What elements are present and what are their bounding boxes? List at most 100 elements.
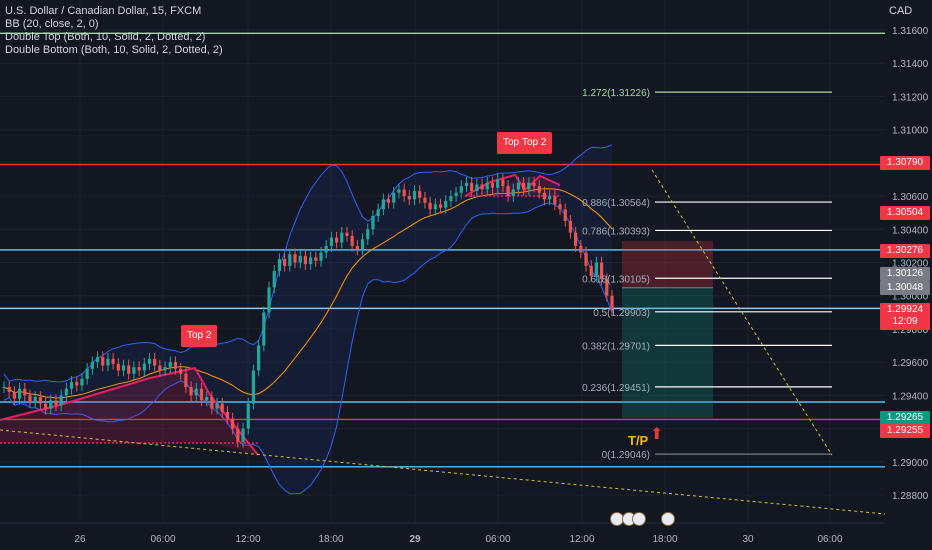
- candle-body: [548, 196, 552, 200]
- candle-body: [17, 388, 22, 399]
- candle-body: [231, 418, 235, 429]
- candle-body: [38, 397, 42, 404]
- candle-body: [85, 368, 89, 379]
- currency-label: CAD: [889, 5, 913, 17]
- candle-body: [163, 367, 167, 371]
- trend-lines[interactable]: [0, 169, 886, 515]
- candle-body: [121, 365, 126, 371]
- candle-body: [444, 201, 448, 208]
- double-bottom-legend[interactable]: Double Bottom (Both, 10, Solid, 2, Dotte…: [5, 44, 223, 56]
- bb-upper: [3, 144, 613, 383]
- symbol-title[interactable]: U.S. Dollar / Canadian Dollar, 15, FXCM: [5, 5, 202, 17]
- candle-body: [594, 262, 599, 276]
- horizontal-levels[interactable]: [0, 32, 885, 468]
- fib-label: 0.886(1.30564): [582, 198, 650, 209]
- candle-body: [579, 245, 583, 253]
- candle-body: [532, 182, 536, 187]
- candle-body: [95, 357, 100, 363]
- trend-line-diagonal: [651, 169, 833, 456]
- candle-body: [480, 184, 484, 190]
- candle-body: [127, 365, 131, 374]
- x-tick-label: 30: [742, 534, 754, 545]
- price-tag-red-line: 1.30790: [880, 156, 930, 170]
- position-tool[interactable]: [622, 240, 713, 418]
- candle-body: [475, 184, 479, 192]
- candle-body: [454, 192, 458, 197]
- candle-body: [111, 358, 115, 364]
- candle-body: [516, 182, 521, 190]
- bollinger-bands: [3, 144, 613, 495]
- time-axis[interactable]: 26 06:00 12:00 18:00 29 06:00 12:00 18:00 30 06:0…: [0, 522, 885, 545]
- candle-body: [277, 259, 282, 271]
- candle-body: [334, 237, 339, 243]
- current-price-tag: 1.29924 12:09: [880, 303, 930, 330]
- candle-body: [563, 209, 567, 221]
- candle-body: [350, 235, 354, 246]
- candle-body: [283, 259, 287, 266]
- fib-label: 0.5(1.29903): [593, 308, 650, 319]
- fib-label: 0.236(1.29451): [582, 383, 650, 394]
- coin-event-icon-2[interactable]: [632, 512, 646, 526]
- candle-body: [402, 189, 406, 197]
- candle-body: [257, 345, 261, 371]
- x-tick-label: 12:00: [569, 534, 594, 545]
- candle-body: [397, 189, 401, 193]
- fib-label: 0(1.29046): [602, 450, 650, 461]
- candle-body: [485, 182, 489, 190]
- pattern-zone-right: [465, 176, 560, 196]
- indicator-legend[interactable]: U.S. Dollar / Canadian Dollar, 15, FXCM …: [5, 5, 223, 57]
- y-tick-label: 1.30400: [892, 225, 929, 236]
- candle-body: [574, 232, 578, 246]
- x-tick-label: 06:00: [485, 534, 510, 545]
- candle-body: [225, 411, 230, 419]
- candle-body: [2, 387, 6, 389]
- candle-body: [147, 358, 152, 364]
- candle-body: [438, 204, 443, 208]
- candle-body: [433, 204, 437, 210]
- candle-body: [527, 182, 531, 190]
- price-tag-gray-low: 1.30048: [880, 281, 930, 295]
- flag-event-icon-2[interactable]: [661, 512, 675, 526]
- candle-body: [360, 239, 365, 250]
- top2-badge-left: Top 2: [181, 325, 218, 347]
- bb-fill: [4, 144, 612, 494]
- fib-extension[interactable]: 1.272(1.31226) 0.886(1.30564) 0.786(1.3039…: [582, 88, 832, 461]
- candle-body: [412, 191, 417, 200]
- candle-body: [522, 182, 526, 190]
- fib-label: 0.382(1.29701): [582, 341, 650, 352]
- candle-body: [236, 428, 240, 442]
- candle-body: [246, 403, 250, 429]
- take-profit-label: T/P: [628, 433, 649, 448]
- candle-body: [381, 199, 385, 210]
- chart-grid: [0, 0, 885, 523]
- up-arrow-icon: ⬆: [650, 426, 664, 443]
- x-tick-label: 18:00: [318, 534, 343, 545]
- candle-body: [153, 358, 157, 366]
- candle-body: [173, 362, 178, 369]
- candle-body: [298, 255, 302, 263]
- candle-body: [558, 204, 562, 210]
- top2-badge-right: Top 2: [520, 132, 553, 154]
- x-tick-label: 12:00: [235, 534, 260, 545]
- bb-legend[interactable]: BB (20, close, 2, 0): [5, 18, 99, 30]
- bar-countdown: 12:09: [892, 316, 918, 327]
- candle-body: [7, 387, 11, 393]
- candle-body: [542, 192, 547, 200]
- candle-body: [205, 397, 209, 401]
- double-top-legend[interactable]: Double Top (Both, 10, Solid, 2, Dotted, …: [5, 31, 206, 43]
- candle-body: [33, 397, 37, 402]
- y-tick-label: 1.30200: [892, 259, 929, 270]
- candle-body: [308, 257, 313, 265]
- candle-body: [142, 363, 146, 371]
- price-tag-blue-line: 1.30276: [880, 244, 930, 258]
- fib-label: 1.272(1.31226): [582, 88, 650, 99]
- candle-body: [28, 395, 32, 402]
- candle-body: [340, 232, 344, 243]
- x-tick-label: 06:00: [150, 534, 175, 545]
- candle-body: [345, 232, 349, 236]
- candle-body: [59, 395, 63, 406]
- candle-body: [407, 196, 411, 200]
- candle-body: [568, 220, 573, 233]
- y-tick-label: 1.31400: [892, 59, 929, 70]
